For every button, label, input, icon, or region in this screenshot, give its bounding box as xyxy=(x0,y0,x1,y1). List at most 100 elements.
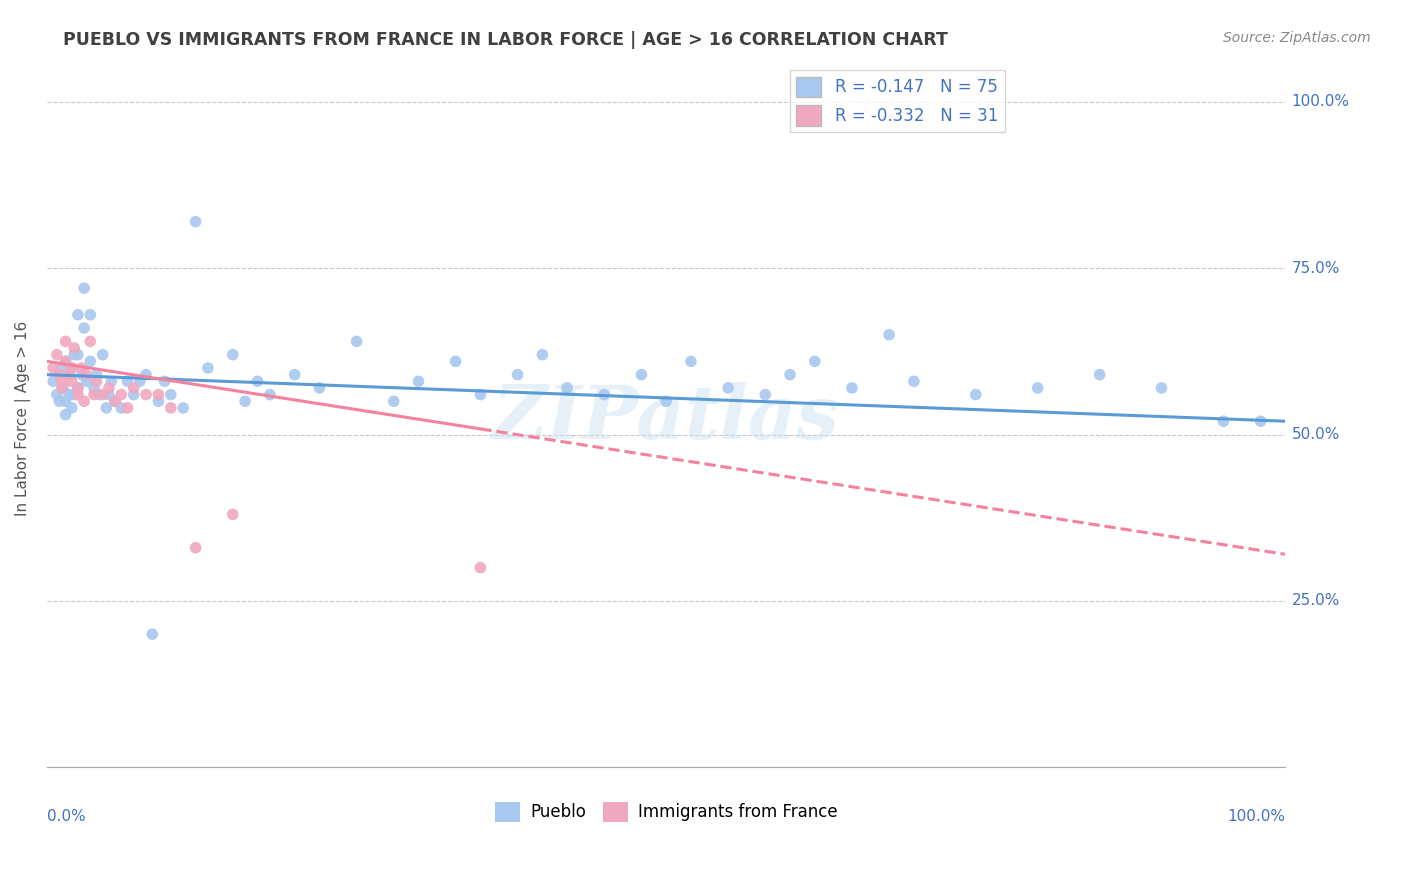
Point xyxy=(55,354,77,368)
Point xyxy=(104,394,127,409)
Point xyxy=(679,354,702,368)
Point xyxy=(1026,381,1049,395)
Point xyxy=(63,341,86,355)
Point xyxy=(717,381,740,395)
Point xyxy=(382,394,405,409)
Point xyxy=(184,214,207,228)
Point xyxy=(141,627,163,641)
Legend: R = -0.147   N = 75, R = -0.332   N = 31: R = -0.147 N = 75, R = -0.332 N = 31 xyxy=(790,70,1005,132)
Point xyxy=(63,387,86,401)
Y-axis label: In Labor Force | Age > 16: In Labor Force | Age > 16 xyxy=(15,320,31,516)
Point xyxy=(66,387,89,401)
Point xyxy=(470,560,492,574)
Text: 0.0%: 0.0% xyxy=(46,809,86,824)
Point xyxy=(83,381,105,395)
Point xyxy=(51,374,73,388)
Point xyxy=(117,374,139,388)
Point xyxy=(1212,414,1234,428)
Point xyxy=(877,327,900,342)
Point xyxy=(83,387,105,401)
Point xyxy=(58,368,80,382)
Point xyxy=(91,387,114,401)
Point xyxy=(506,368,529,382)
Point xyxy=(63,348,86,362)
Point xyxy=(66,348,89,362)
Point xyxy=(630,368,652,382)
Point xyxy=(73,394,96,409)
Point xyxy=(60,401,83,415)
Point xyxy=(48,394,70,409)
Point xyxy=(444,354,467,368)
Point xyxy=(97,387,120,401)
Point xyxy=(222,508,245,522)
Point xyxy=(135,387,157,401)
Point xyxy=(148,387,170,401)
Point xyxy=(470,387,492,401)
Point xyxy=(66,381,89,395)
Point xyxy=(779,368,801,382)
Point xyxy=(86,374,108,388)
Point xyxy=(60,361,83,376)
Point xyxy=(70,368,93,382)
Point xyxy=(79,308,101,322)
Text: 100.0%: 100.0% xyxy=(1292,95,1350,110)
Point xyxy=(45,387,67,401)
Point xyxy=(55,408,77,422)
Point xyxy=(197,361,219,376)
Point xyxy=(531,348,554,362)
Point xyxy=(135,368,157,382)
Point xyxy=(91,348,114,362)
Point xyxy=(259,387,281,401)
Point xyxy=(97,381,120,395)
Point xyxy=(122,381,145,395)
Point xyxy=(86,368,108,382)
Point xyxy=(45,348,67,362)
Point xyxy=(55,354,77,368)
Text: 100.0%: 100.0% xyxy=(1227,809,1285,824)
Point xyxy=(79,334,101,349)
Point xyxy=(70,361,93,376)
Point xyxy=(52,381,75,395)
Point xyxy=(122,387,145,401)
Point xyxy=(128,374,150,388)
Point xyxy=(55,334,77,349)
Point xyxy=(66,381,89,395)
Point xyxy=(1150,381,1173,395)
Point xyxy=(754,387,776,401)
Point xyxy=(159,401,181,415)
Point xyxy=(172,401,194,415)
Text: 50.0%: 50.0% xyxy=(1292,427,1340,442)
Point xyxy=(76,374,98,388)
Point xyxy=(346,334,368,349)
Point xyxy=(66,308,89,322)
Point xyxy=(42,374,65,388)
Text: PUEBLO VS IMMIGRANTS FROM FRANCE IN LABOR FORCE | AGE > 16 CORRELATION CHART: PUEBLO VS IMMIGRANTS FROM FRANCE IN LABO… xyxy=(63,31,948,49)
Text: 25.0%: 25.0% xyxy=(1292,593,1340,608)
Point xyxy=(60,374,83,388)
Point xyxy=(184,541,207,555)
Point xyxy=(58,387,80,401)
Point xyxy=(60,361,83,376)
Text: 75.0%: 75.0% xyxy=(1292,260,1340,276)
Point xyxy=(555,381,578,395)
Point xyxy=(308,381,330,395)
Point xyxy=(110,387,132,401)
Point xyxy=(965,387,987,401)
Point xyxy=(48,368,70,382)
Point xyxy=(110,401,132,415)
Point xyxy=(1250,414,1272,428)
Point xyxy=(48,368,70,382)
Text: ZIPatlas: ZIPatlas xyxy=(492,382,839,454)
Point xyxy=(1088,368,1111,382)
Point xyxy=(903,374,925,388)
Point xyxy=(96,401,118,415)
Point xyxy=(593,387,616,401)
Point xyxy=(222,348,245,362)
Point xyxy=(246,374,269,388)
Point xyxy=(87,387,110,401)
Point xyxy=(841,381,863,395)
Point xyxy=(73,321,96,335)
Point xyxy=(233,394,256,409)
Point xyxy=(804,354,827,368)
Point xyxy=(153,374,176,388)
